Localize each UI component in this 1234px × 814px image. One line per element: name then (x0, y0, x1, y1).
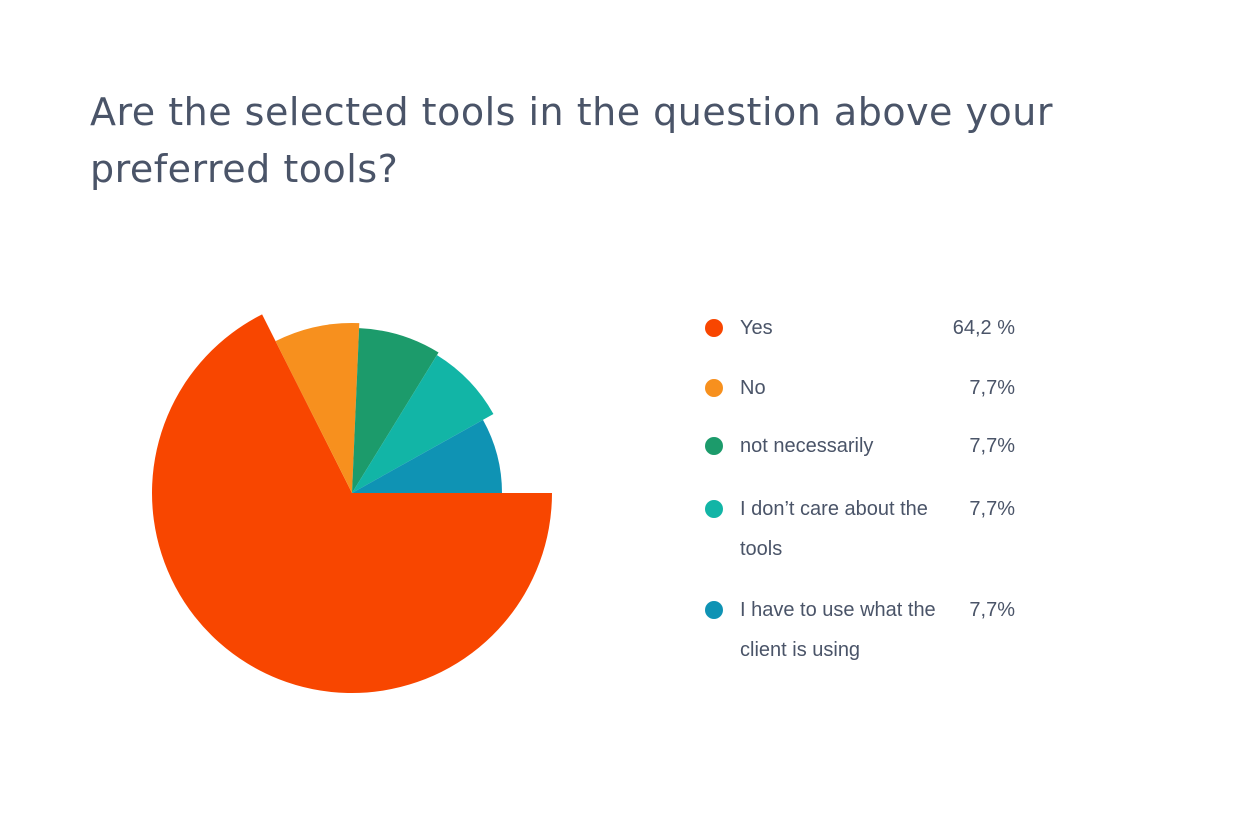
legend-marker-yes (705, 319, 723, 337)
legend-value-yes: 64,2 % (952, 317, 1015, 339)
legend-label-not-necessarily: not necessarily (740, 435, 874, 457)
legend-label-client-tools: I have to use what the client is using (740, 599, 936, 661)
legend-marker-no (705, 379, 723, 397)
legend-label-yes: Yes (740, 317, 773, 339)
legend-value-not-necessarily: 7,7% (969, 435, 1015, 457)
legend-value-dont-care: 7,7% (969, 498, 1015, 520)
pie-slice-yes (152, 314, 552, 694)
pie-slice-dont-care (352, 355, 494, 493)
legend-value-client-tools: 7,7% (969, 599, 1015, 621)
legend-marker-not-necessarily (705, 437, 723, 455)
pie-slice-client-tools (352, 419, 502, 493)
pie-slice-not-necessarily (352, 328, 439, 493)
legend-marker-client-tools (705, 601, 723, 619)
legend-value-no: 7,7% (969, 377, 1015, 399)
chart-title: Are the selected tools in the question a… (90, 90, 1053, 191)
legend-label-dont-care: I don’t care about the tools (740, 498, 928, 560)
pie-slice-no (275, 323, 360, 493)
legend-label-no: No (740, 377, 766, 399)
legend-marker-dont-care (705, 500, 723, 518)
